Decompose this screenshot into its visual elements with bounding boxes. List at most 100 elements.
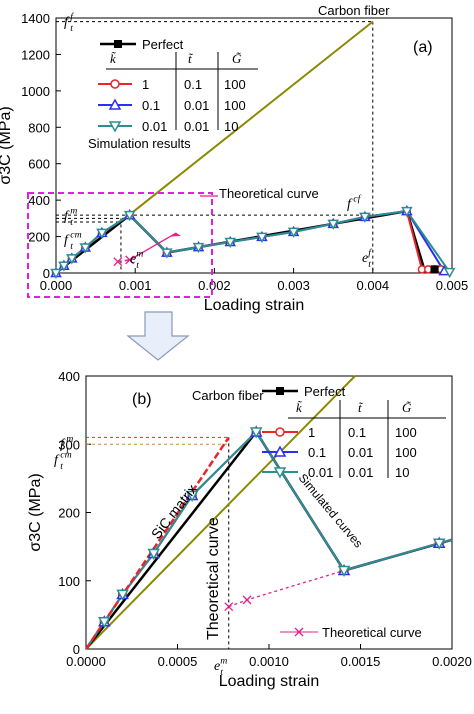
- a-legend-marker: [110, 79, 120, 89]
- b-point-k-0_01: [432, 538, 446, 550]
- a-legend-perfect-marker: [114, 40, 122, 48]
- a-legend-G: 10: [224, 119, 238, 134]
- a-y-tick-label: 0: [43, 266, 50, 281]
- a-point-k-0_01: [256, 232, 268, 243]
- a-x-tick-label: 0.000: [40, 278, 73, 293]
- b-series-sic-matrix: [84, 436, 230, 650]
- panel-connector-arrow: [126, 311, 190, 361]
- b-theoretical-point-b: [242, 595, 252, 605]
- a-point-k-0_01: [50, 268, 62, 280]
- a-series-perfect: [55, 209, 435, 274]
- a-fm-label: f mt: [64, 206, 77, 228]
- a-point-perfect: [430, 265, 439, 274]
- a-series-k-1: [55, 209, 441, 274]
- a-em-label: e mt: [130, 249, 143, 271]
- a-series-theoretical: [117, 259, 130, 263]
- b-fm-label-sup: m: [66, 434, 73, 445]
- a-fcm-label-sub: t: [70, 241, 73, 252]
- a-legend-marker: [108, 121, 122, 133]
- b-fm-label-base: f: [60, 437, 66, 452]
- b-em-label-base: e: [214, 659, 220, 674]
- a-point-k-0_01: [443, 267, 456, 279]
- a-theoretical-point: [113, 257, 123, 267]
- b-legend-header: k̃: [296, 400, 303, 415]
- a-y-tick-label: 1000: [21, 84, 50, 99]
- b-theoretical-legend-marker: [294, 627, 304, 637]
- a-ff-label-base: f: [64, 15, 70, 30]
- a-legend-t: 0.1: [184, 77, 202, 92]
- a-ef-label-sup: f: [368, 248, 372, 259]
- a-zoom-box: [27, 192, 213, 298]
- b-x-tick-label: 0.0015: [341, 654, 381, 669]
- a-legend-G: 100: [224, 77, 246, 92]
- b-fm-label-sub: t: [66, 445, 69, 456]
- b-legend-t: 0.01: [348, 445, 373, 460]
- a-y-tick-label: 600: [28, 157, 50, 172]
- a-theoretical-arrow: [129, 232, 177, 261]
- b-y-tick-label: 300: [58, 437, 80, 452]
- b-point-k-0_01: [98, 616, 111, 629]
- a-legend-t: 0.01: [184, 119, 209, 134]
- a-plot-frame: [55, 17, 453, 274]
- b-theoretical-point: [242, 595, 252, 605]
- b-legend-t: 0.01: [348, 465, 373, 480]
- a-y-tick-label: 400: [28, 193, 50, 208]
- b-fm-label: f mt: [60, 434, 73, 456]
- a-point-k-0_01: [79, 243, 92, 254]
- b-legend-perfect-label: Perfect: [304, 384, 346, 399]
- b-point-k-0_01: [337, 565, 351, 578]
- a-point-k-0_01: [58, 261, 70, 272]
- a-point-k-0_01: [66, 254, 78, 265]
- a-x-axis-label: Loading strain: [204, 297, 305, 314]
- b-fcm-label-sup: cm: [60, 450, 71, 461]
- a-legend-G: 100: [224, 98, 246, 113]
- b-theoretical-point-b: [224, 602, 234, 612]
- b-legend-k: 1: [308, 425, 315, 440]
- a-point-k-0_01: [401, 206, 413, 218]
- a-fm-label-base: f: [64, 209, 70, 224]
- a-em-label-sup: m: [136, 249, 143, 260]
- a-legend-caption: Simulation results: [88, 136, 191, 151]
- b-fcm-label-sub: t: [60, 461, 63, 472]
- b-point-k-0_01: [249, 427, 263, 439]
- a-fcf-label: f cf: [347, 194, 362, 212]
- a-point-k-0_01: [123, 210, 136, 222]
- a-point-k-0_01: [287, 227, 300, 238]
- a-legend-k: 0.1: [142, 98, 160, 113]
- b-em-label-sup: m: [220, 656, 227, 667]
- a-point-k-0_01: [161, 248, 173, 259]
- b-legend-G: 100: [395, 445, 417, 460]
- a-y-tick-label: 200: [28, 230, 50, 245]
- b-legend-G: 10: [395, 465, 409, 480]
- b-y-tick-label: 100: [58, 574, 80, 589]
- b-plot-frame: [85, 375, 453, 650]
- a-legend-perfect-label: Perfect: [142, 37, 184, 52]
- b-fcm-label-base: f: [54, 453, 60, 468]
- a-y-tick-label: 1400: [21, 11, 50, 26]
- b-y-tick-label: 200: [58, 506, 80, 521]
- a-ff-label: f ft: [64, 12, 74, 34]
- a-x-tick-label: 0.002: [198, 278, 231, 293]
- a-legend-header: t̃: [188, 51, 194, 66]
- a-em-label-sub: t: [136, 260, 139, 271]
- b-legend-t: 0.1: [348, 425, 366, 440]
- a-ff-label-sup: f: [70, 12, 74, 23]
- a-fm-label-sub: t: [70, 217, 73, 228]
- b-fcm-label: f cmt: [54, 450, 72, 472]
- b-legend-header: G̃: [402, 400, 412, 415]
- b-y-tick-label: 0: [73, 642, 80, 657]
- a-fcm-label: f cmt: [64, 230, 82, 252]
- b-y-axis-label: σ3C (MPa): [27, 473, 44, 551]
- b-carbon-fiber-label: Carbon fiber: [192, 388, 264, 403]
- a-fm-label-sup: m: [70, 206, 77, 217]
- a-point-k-0_01: [96, 228, 108, 239]
- a-fcf-label-base: f: [347, 197, 353, 212]
- b-em-label-sub: t: [220, 667, 223, 678]
- a-y-tick-label: 1200: [21, 47, 50, 62]
- a-theoretical-label: Theoretical curve: [219, 186, 319, 201]
- b-legend-k: 0.1: [308, 445, 326, 460]
- a-x-tick-label: 0.003: [277, 278, 310, 293]
- a-x-tick-label: 0.004: [357, 278, 390, 293]
- a-legend-k: 0.01: [142, 119, 167, 134]
